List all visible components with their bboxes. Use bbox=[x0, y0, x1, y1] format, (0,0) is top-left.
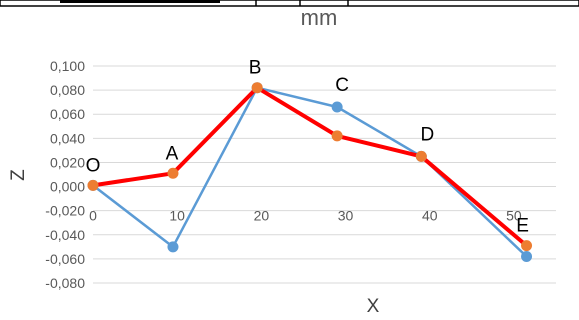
x-tick-label: 30 bbox=[338, 208, 354, 224]
y-tick-label: -0,080 bbox=[45, 275, 85, 291]
point-label: A bbox=[166, 143, 179, 164]
point-label: O bbox=[86, 155, 101, 176]
y-tick-label: 0,080 bbox=[50, 82, 85, 98]
grid-layer bbox=[93, 65, 556, 284]
data-point-marker bbox=[415, 150, 427, 162]
y-tick-label: 0,000 bbox=[50, 179, 85, 195]
x-tick-label: 50 bbox=[506, 208, 522, 224]
series-layer bbox=[87, 82, 533, 262]
chart-title: mm bbox=[301, 5, 338, 30]
x-tick-label: 40 bbox=[422, 208, 438, 224]
data-point-marker bbox=[331, 101, 343, 113]
y-axis-title: Z bbox=[8, 169, 29, 181]
point-label: C bbox=[335, 75, 349, 96]
data-point-marker bbox=[521, 250, 533, 262]
data-point-marker bbox=[521, 240, 533, 252]
data-point-marker bbox=[331, 130, 343, 142]
x-axis-title: X bbox=[367, 296, 380, 317]
point-label: B bbox=[249, 58, 262, 79]
x-tick-label: 20 bbox=[254, 208, 270, 224]
x-tick-label: 10 bbox=[169, 208, 185, 224]
data-point-marker bbox=[251, 82, 263, 94]
y-tick-label: 0,040 bbox=[50, 130, 85, 146]
y-tick-label: 0,060 bbox=[50, 106, 85, 122]
table-text-remnant bbox=[60, 0, 220, 3]
y-tick-label: -0,040 bbox=[45, 227, 85, 243]
data-point-marker bbox=[87, 179, 99, 191]
text-layer: 0,100 0,080 0,060 0,040 0,020 0,000 -0,020 -0,0… bbox=[8, 5, 529, 317]
point-label: E bbox=[516, 216, 529, 237]
x-tick-label: 0 bbox=[89, 208, 97, 224]
y-tick-label: 0,100 bbox=[50, 58, 85, 74]
series-line bbox=[92, 86, 528, 258]
y-tick-label: -0,060 bbox=[45, 251, 85, 267]
y-tick-label: 0,020 bbox=[50, 154, 85, 170]
data-point-marker bbox=[167, 241, 179, 253]
table-border bbox=[0, 0, 579, 7]
data-point-marker bbox=[167, 167, 179, 179]
series-line bbox=[92, 85, 528, 248]
y-tick-label: -0,020 bbox=[45, 203, 85, 219]
cropped-table-strip bbox=[0, 0, 579, 7]
point-label: D bbox=[420, 124, 434, 145]
